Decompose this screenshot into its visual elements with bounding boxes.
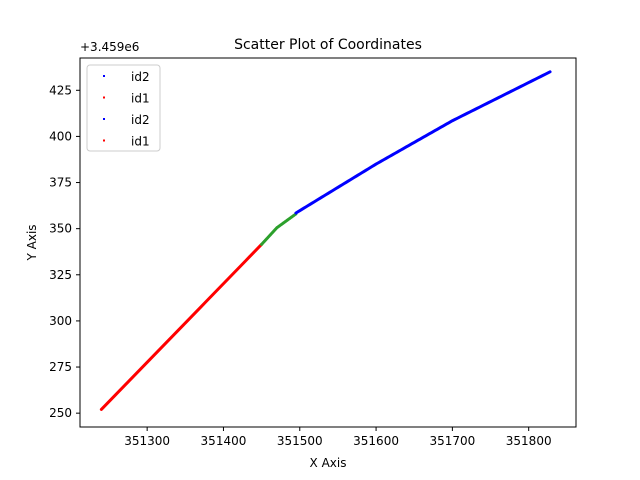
y-tick-label: 250 bbox=[49, 406, 72, 420]
y-axis-label: Y Axis bbox=[25, 224, 39, 261]
y-tick-label: 425 bbox=[49, 83, 72, 97]
legend-label: id1 bbox=[131, 135, 150, 149]
x-tick-label: 351300 bbox=[124, 434, 170, 448]
series-1-trace bbox=[260, 212, 298, 246]
x-tick-label: 351400 bbox=[201, 434, 247, 448]
legend-marker bbox=[103, 75, 105, 77]
y-tick-label: 300 bbox=[49, 314, 72, 328]
legend-label: id1 bbox=[131, 92, 150, 106]
legend-label: id2 bbox=[131, 70, 150, 84]
y-tick-label: 400 bbox=[49, 129, 72, 143]
x-tick-label: 351500 bbox=[277, 434, 323, 448]
series-0-points bbox=[99, 242, 264, 411]
x-tick-label: 351800 bbox=[506, 434, 552, 448]
y-tick-label: 275 bbox=[49, 360, 72, 374]
y-tick-label: 375 bbox=[49, 176, 72, 190]
series-0-trace bbox=[99, 242, 264, 411]
legend: id2 id1 id2 id1 bbox=[86, 64, 161, 152]
x-tick-label: 351600 bbox=[353, 434, 399, 448]
series-2-trace bbox=[294, 70, 552, 215]
y-tick-label: 325 bbox=[49, 268, 72, 282]
x-axis-label: X Axis bbox=[310, 456, 347, 470]
legend-box bbox=[86, 64, 161, 152]
legend-label: id2 bbox=[131, 113, 150, 127]
series-2-points bbox=[294, 70, 552, 215]
legend-marker bbox=[103, 139, 105, 142]
legend-marker bbox=[103, 118, 105, 120]
y-axis-offset-label: +3.459e6 bbox=[80, 40, 139, 54]
series-1-points bbox=[260, 212, 298, 246]
data-series-group bbox=[99, 70, 552, 411]
legend-marker bbox=[103, 96, 105, 99]
x-tick-label: 351700 bbox=[429, 434, 475, 448]
plot-area-frame bbox=[79, 57, 577, 428]
y-tick-label: 350 bbox=[49, 222, 72, 236]
chart-title: Scatter Plot of Coordinates bbox=[234, 37, 422, 53]
